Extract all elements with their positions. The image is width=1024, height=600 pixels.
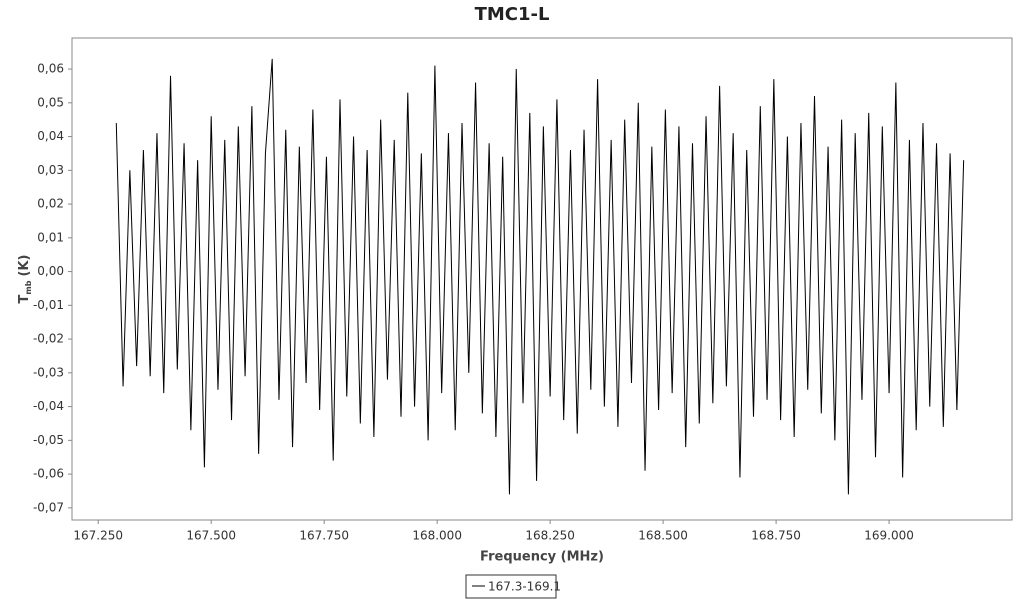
y-tick-label: -0,04 — [33, 399, 64, 413]
x-tick-label: 168.750 — [751, 529, 801, 543]
y-tick-label: 0,05 — [37, 95, 64, 109]
x-tick-label: 167.500 — [186, 529, 236, 543]
x-axis-label: Frequency (MHz) — [480, 550, 604, 565]
y-tick-label: -0,03 — [33, 365, 64, 379]
legend: 167.3-169.1 — [465, 574, 561, 599]
chart-title: TMC1-L — [475, 4, 550, 25]
y-label-sub: mb — [24, 280, 33, 294]
y-tick-label: -0,01 — [33, 298, 64, 312]
y-tick-label: 0,04 — [37, 129, 64, 143]
x-tick-label: 169.000 — [864, 529, 914, 543]
y-tick-label: 0,02 — [37, 197, 64, 211]
y-tick-label: 0,01 — [37, 230, 64, 244]
y-axis-label-text: Tmb (K) — [17, 255, 33, 304]
y-label-unit: (K) — [17, 255, 32, 277]
x-tick-label: 168.000 — [412, 529, 462, 543]
y-tick-label: 0,06 — [37, 62, 64, 76]
series-line — [115, 58, 965, 495]
legend-box — [465, 574, 557, 599]
x-tick-label: 167.250 — [73, 529, 123, 543]
y-tick-label: -0,05 — [33, 433, 64, 447]
x-tick-label: 168.250 — [525, 529, 575, 543]
x-tick-label: 167.750 — [299, 529, 349, 543]
y-label-main: T — [17, 294, 32, 303]
y-tick-label: -0,07 — [33, 500, 64, 514]
plot-frame — [71, 37, 1013, 521]
y-tick-label: 0,00 — [37, 264, 64, 278]
x-tick-label: 168.500 — [638, 529, 688, 543]
y-tick-label: -0,02 — [33, 332, 64, 346]
y-axis-label: Tmb (K) — [17, 255, 33, 304]
legend-label: 167.3-169.1 — [488, 580, 561, 594]
y-tick-label: 0,03 — [37, 163, 64, 177]
y-tick-label: -0,06 — [33, 467, 64, 481]
